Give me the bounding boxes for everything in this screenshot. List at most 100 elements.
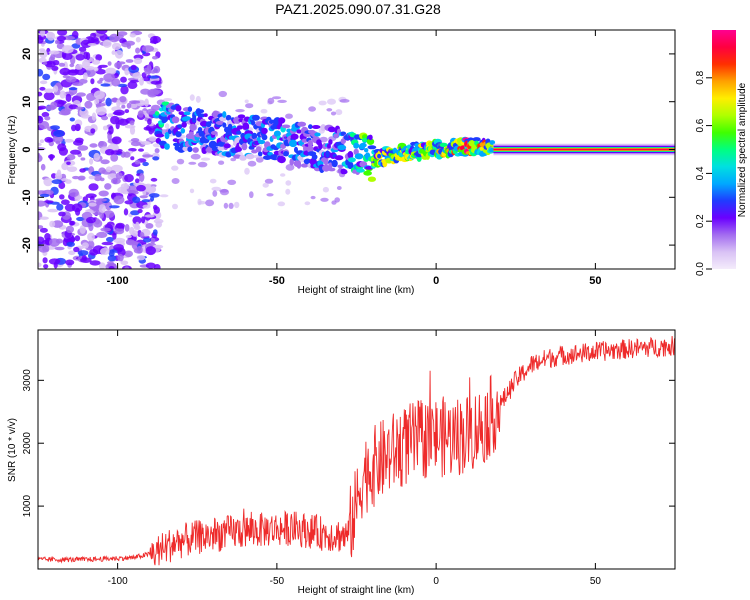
spectrogram-noise-blob bbox=[77, 250, 89, 256]
spectrogram-noise-blob bbox=[93, 67, 99, 72]
spectrogram-noise-blob bbox=[86, 92, 96, 102]
spectrogram-noise-blob bbox=[77, 175, 86, 181]
spectrogram-ridge-blob bbox=[392, 147, 398, 154]
spectrogram-noise-blob bbox=[189, 188, 195, 194]
spectrogram-noise-blob bbox=[58, 110, 71, 116]
spectrogram-ridge-blob bbox=[320, 124, 327, 132]
spectrogram-noise-blob bbox=[80, 114, 91, 119]
spectrogram-noise-blob bbox=[197, 198, 202, 206]
spectrogram-ridge-blob bbox=[472, 137, 481, 142]
spectrogram-noise-blob bbox=[102, 125, 108, 131]
spectrogram-noise-blob bbox=[38, 243, 50, 253]
spectrogram-noise-blob bbox=[110, 150, 123, 155]
spectrogram-noise-blob bbox=[63, 35, 75, 41]
spectrogram-noise-blob bbox=[245, 103, 254, 109]
spectrogram-noise-blob bbox=[95, 198, 108, 202]
spectrogram-noise-blob bbox=[76, 216, 85, 222]
spectrogram-noise-blob bbox=[235, 109, 245, 113]
spectrogram-ridge-blob bbox=[283, 151, 289, 157]
spectrogram-noise-blob bbox=[66, 161, 71, 165]
spectrogram-noise-blob bbox=[38, 121, 50, 130]
spectrogram-xtick-label: 50 bbox=[589, 275, 601, 287]
spectrogram-ridge-blob bbox=[241, 142, 248, 151]
spectrogram-ridge-blob bbox=[289, 158, 295, 166]
spectrogram-noise-blob bbox=[159, 194, 169, 198]
spectrogram-ridge-blob bbox=[337, 164, 344, 169]
spectrogram-noise-blob bbox=[266, 193, 274, 197]
spectrogram-ridge-blob bbox=[236, 130, 242, 135]
spectrogram-noise-blob bbox=[130, 138, 140, 142]
spectrogram-noise-blob bbox=[38, 36, 44, 44]
spectrogram-noise-blob bbox=[227, 179, 237, 185]
spectrogram-noise-blob bbox=[339, 99, 350, 103]
spectrogram-ytick-label: 10 bbox=[21, 96, 33, 108]
spectrogram-noise-blob bbox=[73, 139, 84, 146]
spectrogram-noise-blob bbox=[260, 108, 268, 114]
spectrogram-ridge-blob bbox=[188, 131, 194, 137]
spectrogram-noise-blob bbox=[62, 52, 73, 61]
spectrogram-noise-blob bbox=[330, 111, 337, 116]
spectrogram-noise-blob bbox=[117, 118, 129, 126]
spectrogram-noise-blob bbox=[52, 60, 60, 66]
spectrogram-marks bbox=[38, 30, 675, 269]
spectrogram-ridge-blob bbox=[309, 158, 317, 166]
spectrogram-noise-blob bbox=[61, 178, 69, 182]
spectrogram-noise-blob bbox=[132, 196, 141, 204]
spectrogram-noise-blob bbox=[129, 126, 136, 135]
spectrogram-noise-blob bbox=[124, 124, 136, 129]
spectrogram-noise-blob bbox=[320, 197, 329, 202]
spectrogram-noise-blob bbox=[228, 202, 234, 209]
spectrogram-ridge-blob bbox=[233, 116, 242, 124]
spectrogram-noise-blob bbox=[96, 231, 108, 238]
spectrogram-ridge-blob bbox=[251, 132, 258, 140]
spectrogram-noise-blob bbox=[56, 169, 62, 177]
spectrogram-ridge-blob bbox=[368, 134, 373, 141]
spectrogram-noise-blob bbox=[95, 106, 107, 116]
spectrogram-noise-blob bbox=[69, 69, 80, 74]
spectrogram-noise-blob bbox=[117, 254, 124, 262]
spectrogram-ridge-blob bbox=[161, 101, 170, 106]
spectrogram-noise-blob bbox=[134, 159, 141, 165]
spectrogram-ridge-blob bbox=[197, 113, 206, 118]
spectrogram-xlabel: Height of straight line (km) bbox=[298, 285, 415, 296]
spectrogram-noise-blob bbox=[244, 167, 250, 175]
spectrogram-noise-blob bbox=[331, 200, 337, 205]
spectrogram-ridge-blob bbox=[303, 158, 312, 165]
spectrogram-noise-blob bbox=[129, 33, 136, 38]
spectrogram-noise-blob bbox=[89, 260, 101, 266]
spectrogram-noise-blob bbox=[148, 193, 160, 198]
spectrogram-noise-blob bbox=[304, 201, 311, 206]
spectrogram-noise-blob bbox=[61, 45, 74, 54]
spectrogram-ridge-blob bbox=[340, 138, 346, 145]
spectrogram-noise-blob bbox=[95, 54, 103, 61]
spectrogram-noise-blob bbox=[152, 143, 161, 148]
spectrogram-noise-blob bbox=[141, 199, 151, 203]
spectrogram-ridge-blob bbox=[183, 111, 191, 116]
spectrogram-noise-blob bbox=[190, 153, 201, 160]
spectrogram-ridge-blob bbox=[308, 124, 313, 130]
spectrogram-noise-blob bbox=[142, 204, 151, 209]
spectrogram-ridge-blob bbox=[314, 132, 321, 137]
chart-title: PAZ1.2025.090.07.31.G28 bbox=[275, 1, 441, 17]
spectrogram-ridge-blob bbox=[307, 139, 313, 147]
snr-frame bbox=[37, 329, 676, 570]
spectrogram-noise-blob bbox=[38, 225, 44, 229]
spectrogram-noise-blob bbox=[99, 177, 105, 182]
spectrogram-noise-blob bbox=[80, 39, 92, 48]
spectrogram-noise-blob bbox=[285, 164, 295, 171]
spectrogram-noise-blob bbox=[53, 129, 65, 138]
spectrogram-noise-blob bbox=[111, 177, 121, 185]
spectrogram-noise-blob bbox=[59, 90, 66, 99]
spectrogram-ridge-blob bbox=[318, 142, 323, 150]
spectrogram-noise-blob bbox=[234, 201, 240, 209]
spectrogram-noise-blob bbox=[40, 163, 46, 171]
spectrogram-noise-blob bbox=[129, 103, 138, 109]
spectrogram-noise-blob bbox=[136, 255, 146, 261]
spectrogram-noise-blob bbox=[39, 216, 49, 220]
spectrogram-noise-blob bbox=[96, 30, 108, 34]
colorbar-axes: 0.0 0.2 0.4 0.6 0.8 bbox=[695, 70, 712, 276]
spectrogram-ridge-blob bbox=[208, 140, 218, 149]
spectrogram-noise-blob bbox=[152, 229, 158, 236]
spectrogram-noise-blob bbox=[130, 79, 139, 83]
spectrogram-noise-blob bbox=[318, 100, 327, 106]
